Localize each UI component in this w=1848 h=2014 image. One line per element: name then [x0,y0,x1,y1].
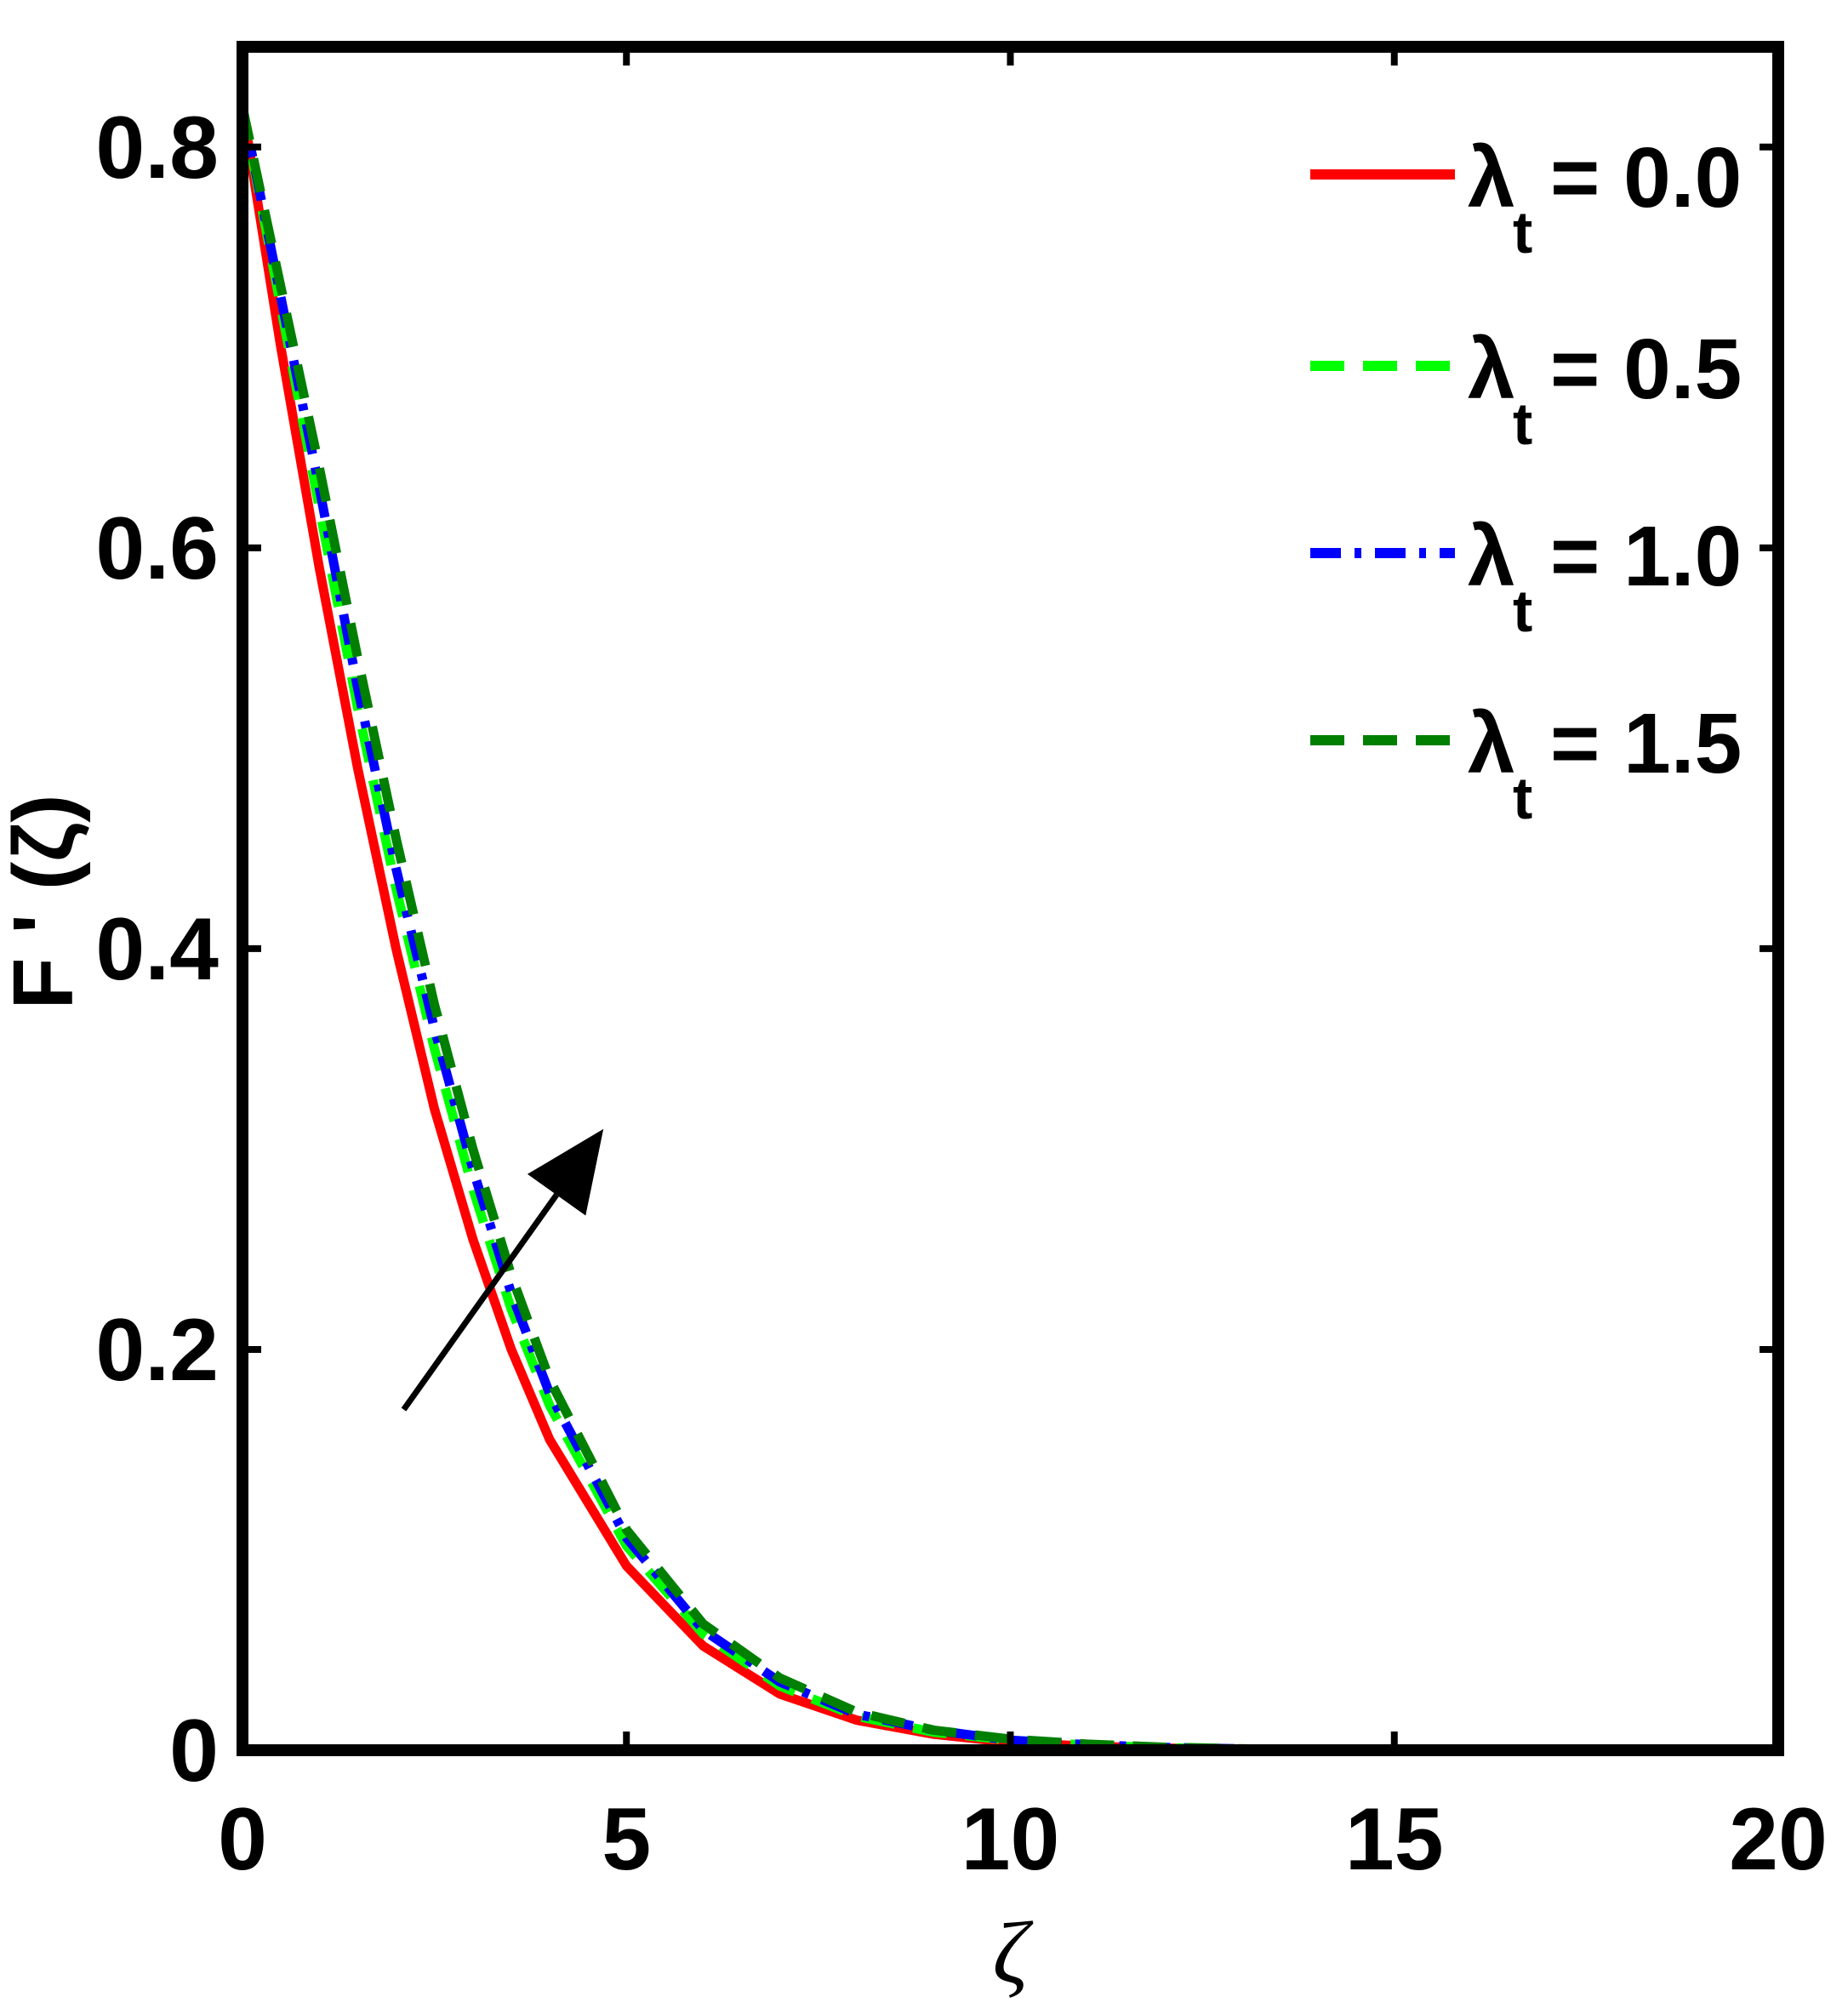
x-tick-label: 15 [1345,1790,1444,1889]
legend-subscript: t [1513,391,1532,457]
legend-symbol: λ [1468,322,1515,417]
legend: λt= 0.0λt= 0.5λt= 1.0λt= 1.5 [1310,130,1742,831]
legend-symbol: λ [1468,130,1515,225]
x-tick-label: 20 [1729,1790,1828,1889]
legend-subscript: t [1513,199,1532,265]
y-tick-label: 0 [169,1702,219,1800]
annotation-layer [401,1128,604,1412]
legend-value: = 1.0 [1550,509,1742,604]
trend-arrow-head [527,1128,604,1216]
legend-symbol: λ [1468,509,1515,604]
series-line-2 [237,106,1778,1755]
legend-value: = 0.5 [1550,322,1742,417]
x-tick-label: 0 [218,1790,267,1889]
x-tick-label: 5 [602,1790,651,1889]
legend-value: = 1.5 [1550,696,1742,791]
y-tick-label: 0.6 [95,499,219,598]
y-tick-label: 0.8 [95,99,219,197]
legend-subscript: t [1513,578,1532,644]
series-line-1 [237,106,1778,1755]
trend-arrow-shaft [401,1193,559,1412]
tick-layer: 0 5 10 15 20 0 0.2 0.4 0.6 0.8 [95,47,1828,1889]
x-tick-label: 10 [961,1790,1060,1889]
legend-value: = 0.0 [1550,130,1742,225]
y-tick-label: 0.2 [95,1301,219,1400]
x-axis-label: ζ [992,1904,1033,2002]
legend-subscript: t [1513,765,1532,831]
legend-symbol: λ [1468,696,1515,791]
y-tick-label: 0.4 [95,900,219,999]
y-axis-label: F ' (ζ) [0,794,91,1009]
